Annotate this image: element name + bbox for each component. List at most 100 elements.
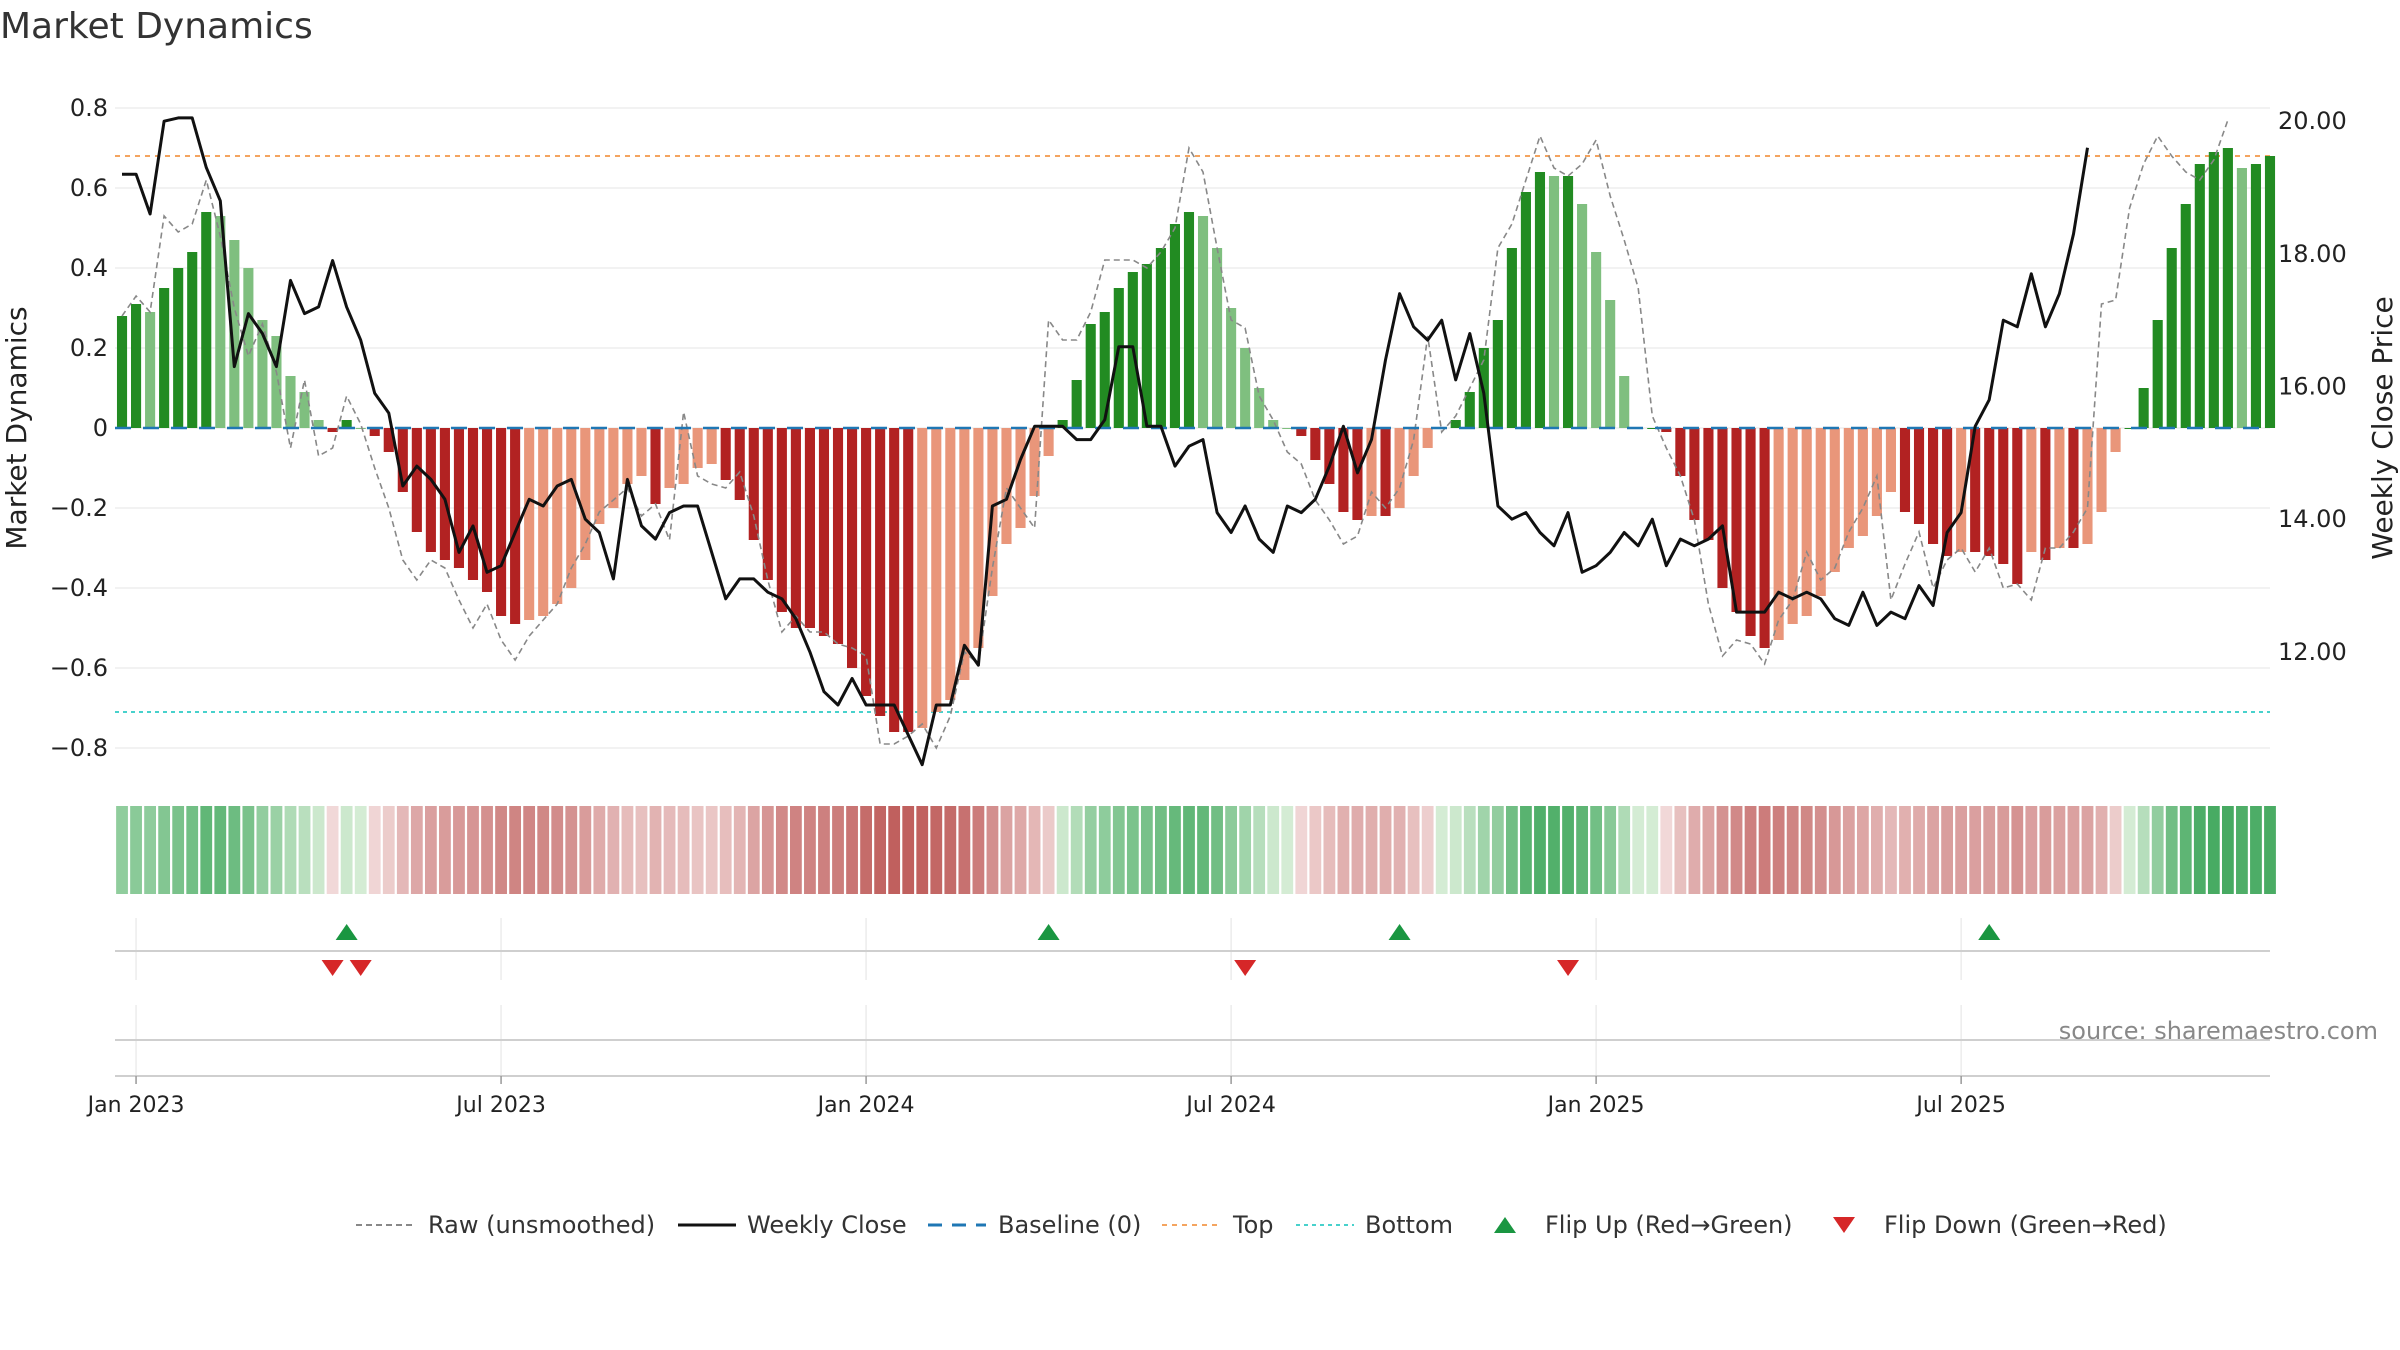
momentum-bar <box>1015 428 1026 528</box>
momentum-bar <box>748 428 759 540</box>
momentum-bar <box>1155 248 1166 428</box>
regime-cell <box>1449 806 1462 894</box>
regime-cell <box>1393 806 1406 894</box>
series-lines <box>115 116 2270 767</box>
momentum-bar <box>1562 176 1574 428</box>
momentum-bar <box>1773 428 1784 640</box>
regime-cell <box>1421 806 1434 894</box>
y-axis-right-title: Weekly Close Price <box>2366 296 2399 559</box>
momentum-bar <box>973 428 984 648</box>
x-axis: Jan 2023 Jul 2023 Jan 2024 Jul 2024 Jan 2025… <box>86 1076 2006 1118</box>
regime-cell <box>1323 806 1336 894</box>
regime-cell <box>874 806 887 894</box>
momentum-bar <box>1085 324 1096 428</box>
regime-cell <box>1590 806 1603 894</box>
momentum-bar <box>790 428 801 628</box>
momentum-bar <box>425 428 436 552</box>
regime-cell <box>396 806 409 894</box>
legend-flip-down-swatch <box>1833 1217 1855 1233</box>
regime-cell <box>1183 806 1195 894</box>
momentum-bar <box>481 428 493 592</box>
y-right-tick-label: 16.00 <box>2278 373 2347 401</box>
momentum-bar <box>917 428 928 728</box>
regime-cell <box>424 806 437 894</box>
momentum-bar <box>1310 428 1321 460</box>
momentum-bar <box>1099 312 1110 428</box>
momentum-bar <box>327 428 338 432</box>
regime-cell <box>775 806 788 894</box>
momentum-bar <box>2040 428 2051 560</box>
regime-cell <box>607 806 620 894</box>
momentum-bar <box>1689 428 1700 520</box>
x-tick-label: Jan 2024 <box>816 1093 915 1118</box>
momentum-bar <box>1464 392 1475 428</box>
regime-cell <box>1351 806 1364 894</box>
x-tick-label: Jul 2025 <box>1914 1093 2006 1118</box>
regime-cell <box>1632 806 1645 894</box>
momentum-bar <box>2026 428 2037 552</box>
regime-cell <box>481 806 493 894</box>
regime-cell <box>1786 806 1799 894</box>
empty-panel <box>115 1005 2270 1077</box>
momentum-bar <box>524 428 535 620</box>
momentum-bar <box>1071 380 1082 428</box>
flip-up-marker <box>1037 924 1060 940</box>
momentum-bar <box>1619 376 1630 428</box>
regime-cell <box>2123 806 2136 894</box>
regime-cell <box>1309 806 1322 894</box>
y-left-tick-label: −0.2 <box>50 494 108 522</box>
momentum-bar <box>397 428 408 492</box>
momentum-bar <box>145 312 156 428</box>
momentum-bar <box>453 428 465 568</box>
regime-cell <box>565 806 578 894</box>
momentum-bar <box>1240 348 1251 428</box>
momentum-bar <box>2208 152 2219 428</box>
y-left-tick-label: 0.6 <box>70 174 108 202</box>
regime-cell <box>1239 806 1252 894</box>
momentum-bar <box>2250 164 2262 428</box>
x-tick-label: Jul 2024 <box>1184 1093 1276 1118</box>
momentum-bar <box>2096 428 2107 512</box>
momentum-bar <box>720 428 731 480</box>
regime-cell <box>2081 806 2094 894</box>
legend-label-bottom: Bottom <box>1365 1211 1453 1239</box>
regime-cell <box>2250 806 2262 894</box>
momentum-bar <box>1324 428 1335 484</box>
regime-cell <box>1927 806 1939 894</box>
momentum-bar <box>2194 164 2205 428</box>
momentum-bar <box>159 288 170 428</box>
momentum-bar <box>2110 428 2121 452</box>
regime-cell <box>1828 806 1841 894</box>
momentum-bar <box>762 428 773 580</box>
regime-cell <box>2236 806 2248 894</box>
momentum-bar <box>1717 428 1728 588</box>
regime-cell <box>1056 806 1069 894</box>
momentum-bar <box>1857 428 1868 536</box>
momentum-bar <box>1577 204 1588 428</box>
momentum-bar <box>776 428 787 612</box>
regime-cell <box>635 806 648 894</box>
regime-cell <box>284 806 297 894</box>
regime-cell <box>579 806 592 894</box>
momentum-bar <box>1815 428 1826 596</box>
regime-cell <box>1618 806 1631 894</box>
momentum-bar <box>580 428 591 560</box>
momentum-bar <box>1548 176 1560 428</box>
regime-cell <box>1534 806 1546 894</box>
regime-cell <box>733 806 746 894</box>
momentum-bar <box>1492 320 1503 428</box>
regime-cell <box>1225 806 1238 894</box>
momentum-bar <box>1366 428 1377 516</box>
regime-cell <box>495 806 507 894</box>
regime-cell <box>298 806 311 894</box>
regime-cell <box>1997 806 2010 894</box>
momentum-bar <box>1282 428 1293 429</box>
momentum-bar <box>1591 252 1602 428</box>
regime-cell <box>1379 806 1392 894</box>
regime-cell <box>1014 806 1027 894</box>
momentum-bar <box>1703 428 1714 540</box>
regime-cell <box>747 806 760 894</box>
legend: Raw (unsmoothed) Weekly Close Baseline (0)… <box>356 1211 2167 1239</box>
momentum-bar <box>383 428 394 452</box>
momentum-bar <box>2068 428 2079 548</box>
